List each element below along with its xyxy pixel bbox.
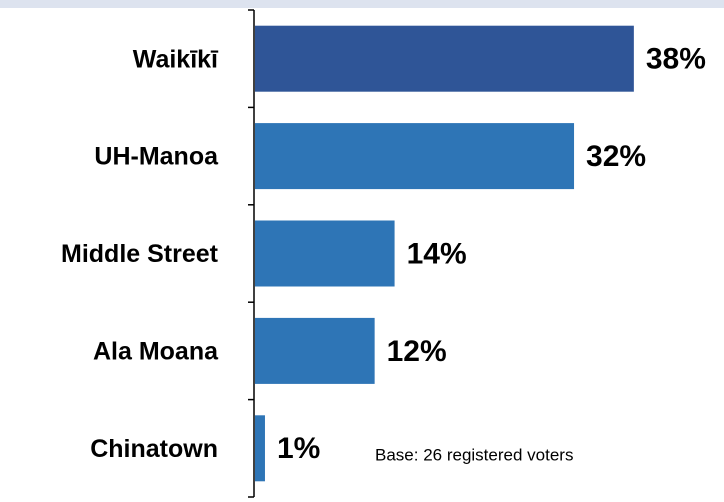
category-label: UH-Manoa [94, 143, 219, 171]
category-label: Waikīkī [133, 45, 219, 73]
value-label: 38% [646, 43, 706, 76]
bar [255, 415, 265, 482]
top-band [0, 0, 724, 8]
category-label: Ala Moana [93, 338, 219, 366]
bar [255, 25, 634, 92]
bar [255, 317, 375, 384]
value-label: 14% [407, 237, 467, 270]
annotation: Base: 26 registered voters [375, 445, 573, 464]
value-label: 12% [387, 335, 447, 368]
bar [255, 123, 575, 190]
category-label: Middle Street [61, 240, 219, 268]
value-label: 32% [586, 140, 646, 173]
bar [255, 220, 395, 287]
value-label: 1% [277, 432, 320, 465]
category-label: Chinatown [90, 435, 218, 463]
